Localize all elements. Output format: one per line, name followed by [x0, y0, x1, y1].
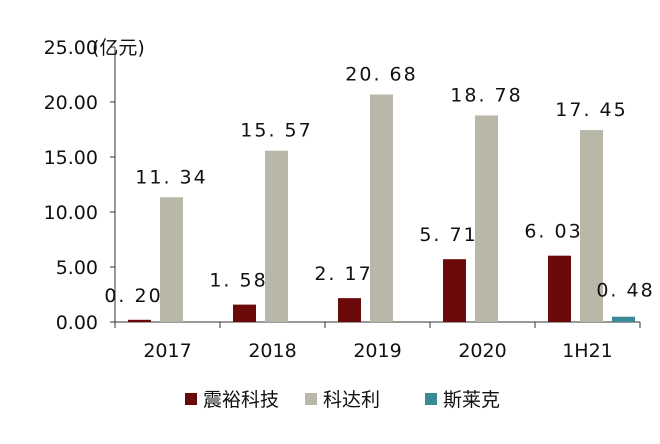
- legend: 震裕科技 科达利 斯莱克: [185, 389, 500, 411]
- data-label: 18. 78: [450, 84, 522, 106]
- bar: [443, 259, 466, 322]
- legend-label: 斯莱克: [443, 389, 500, 411]
- data-label: 6. 03: [524, 221, 582, 243]
- data-label: 15. 57: [240, 120, 312, 142]
- y-tick-label: 15.00: [44, 147, 98, 169]
- bar: [370, 94, 393, 323]
- data-label: 20. 68: [345, 64, 417, 86]
- bar: [128, 319, 151, 322]
- legend-label: 科达利: [323, 389, 380, 411]
- bar: [548, 255, 571, 322]
- legend-swatch: [305, 393, 317, 405]
- data-labels: 0. 20 1. 58 2. 17 5. 71 6. 03 11. 34 15. 57 20.…: [104, 64, 654, 307]
- bar: [265, 150, 288, 322]
- bar: [612, 316, 635, 322]
- x-tick-label: 2019: [353, 340, 401, 362]
- legend-label: 震裕科技: [203, 389, 279, 411]
- bar: [233, 304, 256, 322]
- x-tick-label: 1H21: [562, 340, 613, 362]
- bar: [160, 197, 183, 322]
- data-label: 0. 48: [596, 280, 654, 302]
- bar: [338, 298, 361, 322]
- x-tick-label: 2020: [458, 340, 506, 362]
- x-tick-label: 2018: [248, 340, 296, 362]
- data-label: 5. 71: [419, 224, 477, 246]
- x-tick-label: 2017: [143, 340, 191, 362]
- legend-swatch: [185, 393, 197, 405]
- data-label: 17. 45: [555, 99, 627, 121]
- bar: [475, 115, 498, 322]
- bar: [580, 130, 603, 322]
- y-tick-label: 5.00: [56, 257, 98, 279]
- y-tick-label: 0.00: [56, 312, 98, 334]
- axes: 0.00 5.00 10.00 15.00 20.00 25.00(亿元) 2017 2018…: [44, 37, 641, 362]
- data-label: 11. 34: [135, 166, 207, 188]
- data-label: 2. 17: [314, 263, 372, 285]
- legend-swatch: [425, 393, 437, 405]
- bars: [128, 94, 635, 323]
- data-label: 1. 58: [209, 270, 267, 292]
- data-label: 0. 20: [104, 285, 162, 307]
- y-tick-label: 25.00: [44, 37, 98, 59]
- y-tick-label: 20.00: [44, 92, 98, 114]
- y-unit-label: (亿元): [92, 37, 145, 59]
- y-tick-label: 10.00: [44, 202, 98, 224]
